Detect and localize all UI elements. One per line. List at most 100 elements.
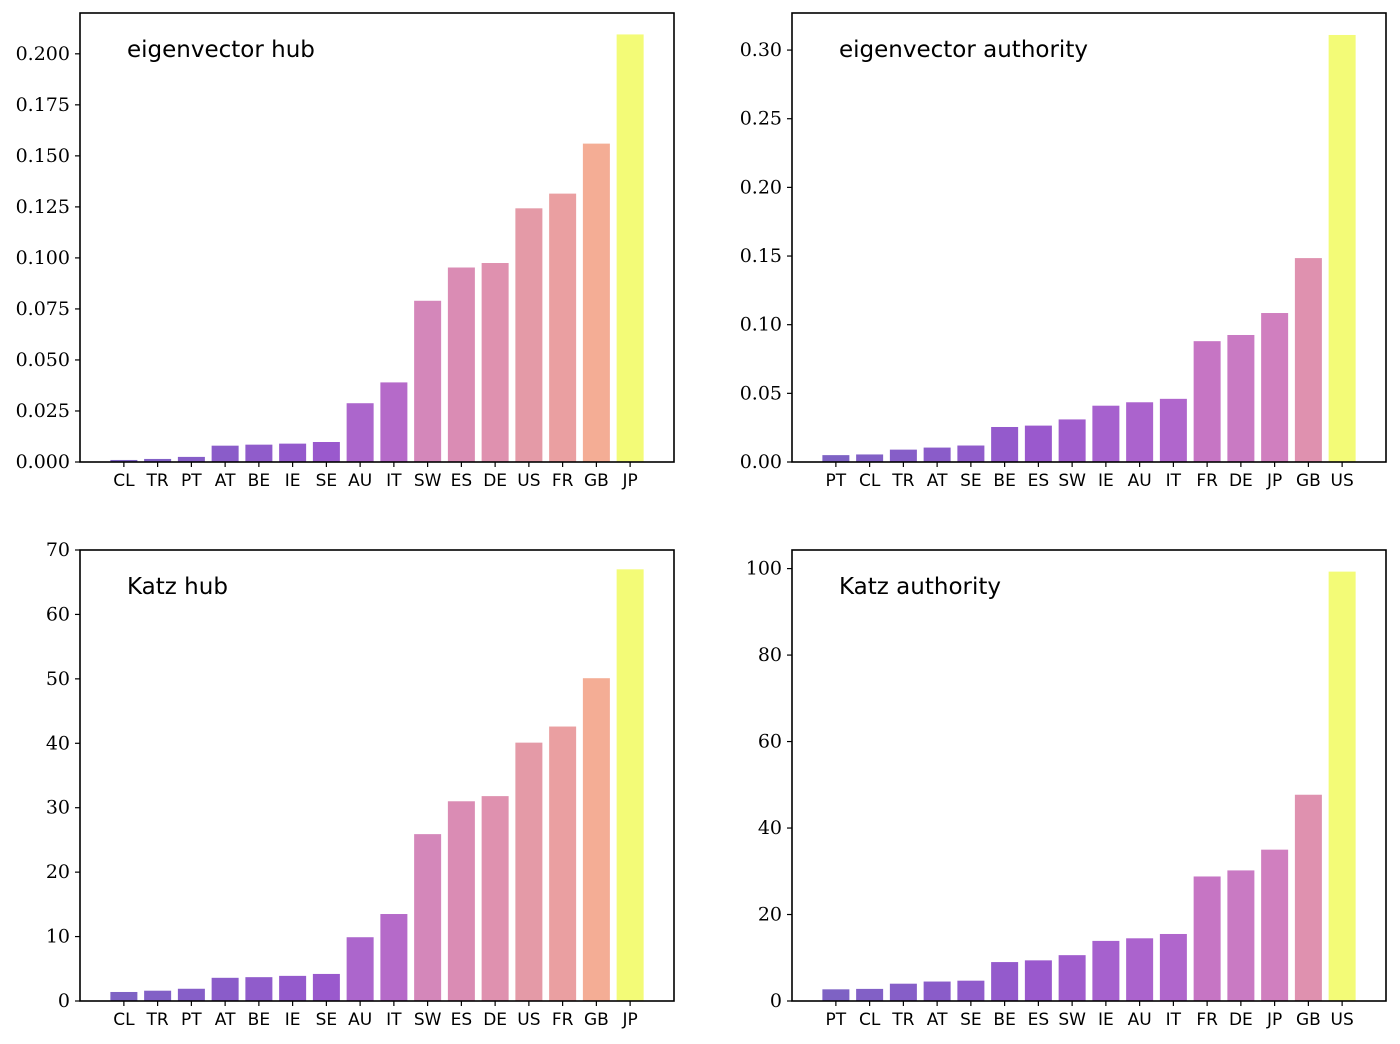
bar-jp bbox=[1261, 849, 1289, 1001]
bar-us bbox=[515, 208, 543, 462]
axes-frame bbox=[79, 549, 675, 1002]
y-tick-label: 30 bbox=[46, 797, 70, 819]
y-tick-label: 0.15 bbox=[740, 245, 782, 267]
x-tick-label: IT bbox=[386, 471, 402, 491]
bar-tr bbox=[889, 983, 917, 1001]
x-tick-label: AU bbox=[348, 471, 372, 491]
bar-sw bbox=[414, 300, 442, 462]
x-tick-label: AU bbox=[1128, 471, 1152, 491]
bar-us bbox=[515, 742, 543, 1001]
x-tick-label: BE bbox=[248, 471, 270, 491]
chart-title: Katz hub bbox=[127, 574, 228, 600]
x-tick-label: BE bbox=[993, 1010, 1015, 1030]
bar-au bbox=[1126, 938, 1154, 1001]
x-tick-label: AT bbox=[927, 1010, 948, 1030]
x-tick-label: FR bbox=[552, 471, 574, 491]
y-tick-label: 0.05 bbox=[740, 382, 782, 404]
x-tick-label: JP bbox=[621, 471, 637, 491]
bar-jp bbox=[1261, 313, 1289, 462]
x-tick-label: DE bbox=[1229, 1010, 1253, 1030]
y-tick-label: 70 bbox=[46, 539, 70, 561]
bar-it bbox=[380, 382, 408, 462]
bar-it bbox=[1159, 398, 1187, 462]
y-tick-label: 0.175 bbox=[16, 94, 70, 116]
y-tick-label: 0.125 bbox=[16, 196, 70, 218]
bar-pt bbox=[822, 989, 850, 1001]
x-tick-label: TR bbox=[146, 471, 169, 491]
bar-jp bbox=[616, 569, 644, 1001]
bar-de bbox=[1227, 334, 1255, 462]
bar-es bbox=[1024, 425, 1052, 462]
y-tick-label: 0.00 bbox=[740, 451, 782, 473]
x-tick-label: AT bbox=[215, 1010, 236, 1030]
x-tick-label: US bbox=[517, 471, 540, 491]
bar-pt bbox=[177, 988, 205, 1001]
x-tick-label: GB bbox=[584, 1010, 609, 1030]
y-tick-label: 0.25 bbox=[740, 108, 782, 130]
bar-be bbox=[245, 977, 273, 1001]
x-tick-label: PT bbox=[181, 471, 202, 491]
bar-ie bbox=[1092, 940, 1120, 1001]
x-tick-label: SW bbox=[414, 471, 442, 491]
y-tick-label: 0 bbox=[770, 990, 782, 1012]
bar-se bbox=[957, 980, 985, 1001]
x-tick-label: SE bbox=[960, 471, 982, 491]
x-tick-label: IT bbox=[386, 1010, 402, 1030]
x-tick-label: IE bbox=[1098, 471, 1114, 491]
bar-gb bbox=[582, 143, 610, 462]
bar-fr bbox=[549, 193, 577, 462]
x-tick-label: SW bbox=[1058, 471, 1086, 491]
x-tick-label: ES bbox=[451, 471, 473, 491]
x-tick-label: TR bbox=[146, 1010, 169, 1030]
x-tick-label: SE bbox=[316, 471, 338, 491]
y-tick-label: 0.075 bbox=[16, 298, 70, 320]
x-tick-label: US bbox=[517, 1010, 540, 1030]
x-tick-label: IE bbox=[285, 1010, 301, 1030]
x-tick-label: CL bbox=[113, 1010, 135, 1030]
x-tick-label: US bbox=[1331, 1010, 1354, 1030]
bar-sw bbox=[414, 834, 442, 1001]
axes-frame bbox=[791, 12, 1387, 463]
bar-at bbox=[211, 977, 239, 1001]
x-tick-label: PT bbox=[826, 471, 847, 491]
bar-gb bbox=[1294, 794, 1322, 1001]
bar-fr bbox=[1193, 341, 1221, 462]
x-tick-label: FR bbox=[552, 1010, 574, 1030]
x-tick-label: DE bbox=[1229, 471, 1253, 491]
chart-panel-4: PT CL TR AT SE BE ES SW IE AU IT FR DE JP GB US 0 20 40 60 8… bbox=[746, 549, 1387, 1030]
bar-es bbox=[447, 801, 475, 1001]
x-tick-label: TR bbox=[891, 471, 914, 491]
bar-se bbox=[312, 973, 340, 1001]
y-tick-label: 100 bbox=[746, 558, 782, 580]
bar-tr bbox=[144, 990, 172, 1001]
y-tick-label: 60 bbox=[758, 731, 782, 753]
x-tick-label: SE bbox=[316, 1010, 338, 1030]
bar-se bbox=[957, 445, 985, 462]
y-tick-label: 40 bbox=[46, 732, 70, 754]
x-tick-label: SW bbox=[1058, 1010, 1086, 1030]
bar-us bbox=[1328, 34, 1356, 462]
bar-au bbox=[346, 937, 374, 1001]
x-tick-label: CL bbox=[859, 471, 881, 491]
bar-fr bbox=[549, 726, 577, 1001]
x-tick-label: DE bbox=[483, 471, 507, 491]
x-tick-label: SE bbox=[960, 1010, 982, 1030]
bar-pt bbox=[177, 456, 205, 462]
bar-au bbox=[346, 403, 374, 462]
bar-es bbox=[447, 267, 475, 462]
axes-frame bbox=[79, 12, 675, 463]
x-tick-label: IE bbox=[285, 471, 301, 491]
x-tick-label: AU bbox=[1128, 1010, 1152, 1030]
y-tick-label: 10 bbox=[46, 926, 70, 948]
chart-panel-2: PT CL TR AT SE BE ES SW IE AU IT FR DE JP GB US 0.00 0.05… bbox=[740, 12, 1387, 491]
bar-be bbox=[991, 962, 1019, 1001]
x-tick-label: GB bbox=[584, 471, 609, 491]
chart-panel-3: CL TR PT AT BE IE SE AU IT SW ES DE US FR GB JP 0 10 20 30 4… bbox=[46, 539, 675, 1030]
x-tick-label: GB bbox=[1296, 471, 1321, 491]
bar-us bbox=[1328, 571, 1356, 1001]
x-tick-label: JP bbox=[621, 1010, 637, 1030]
bar-jp bbox=[616, 34, 644, 463]
y-tick-label: 0.10 bbox=[740, 314, 782, 336]
bar-de bbox=[1227, 870, 1255, 1001]
